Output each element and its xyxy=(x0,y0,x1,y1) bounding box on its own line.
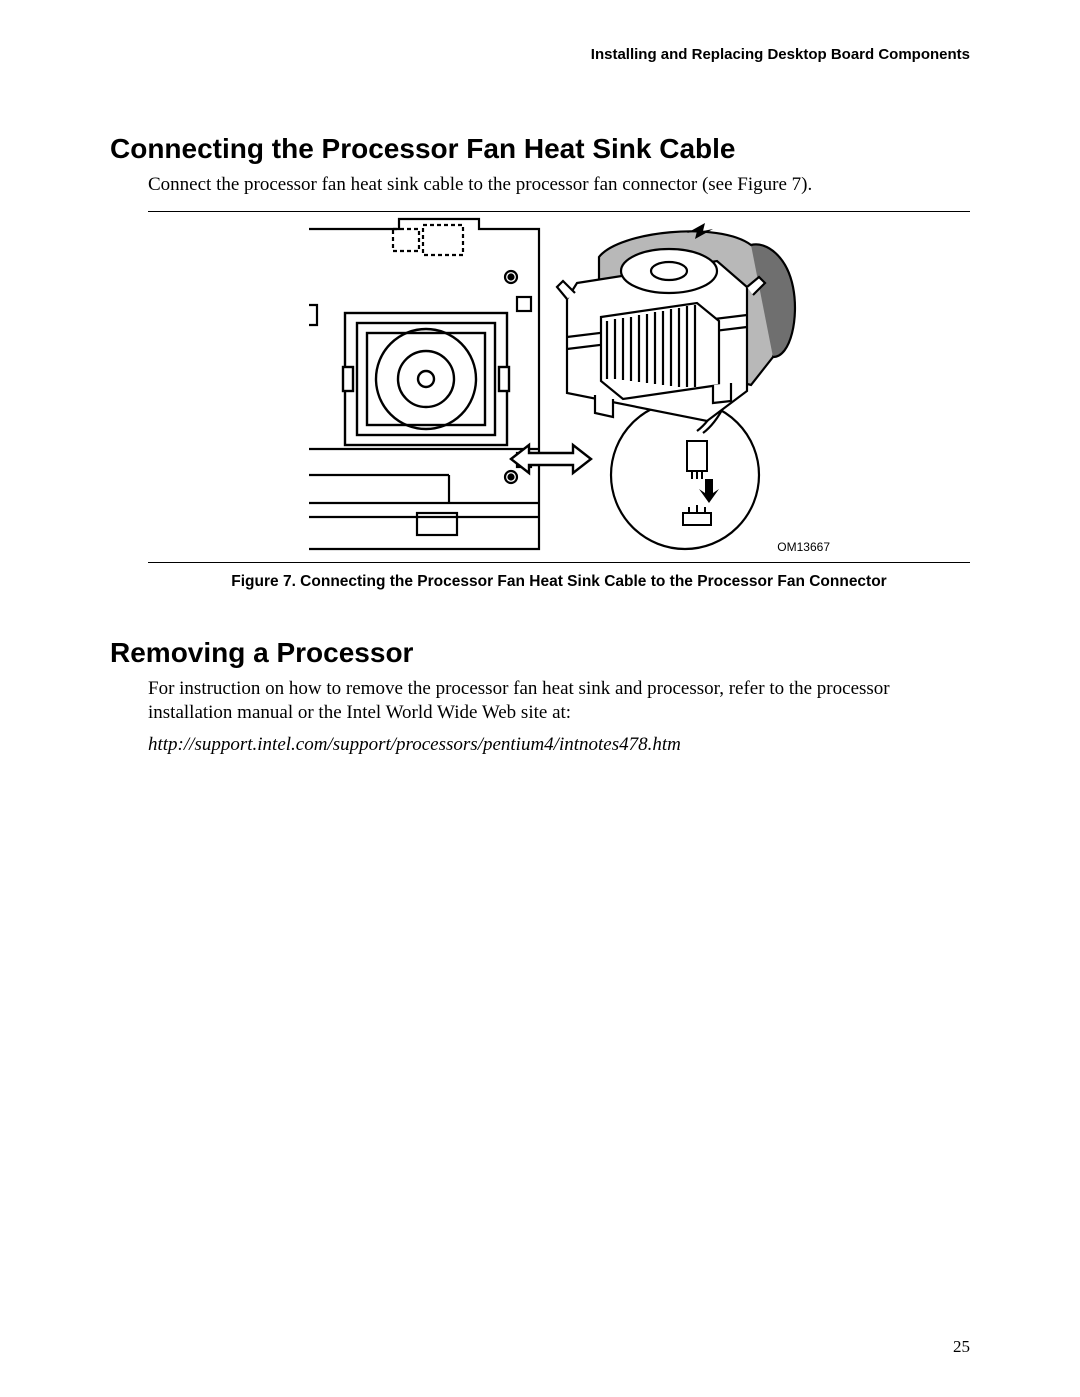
figure-bottom-rule xyxy=(148,562,970,563)
figure-illustration: OM13667 xyxy=(148,212,970,562)
section-body-connecting: Connect the processor fan heat sink cabl… xyxy=(148,173,970,197)
figure-code: OM13667 xyxy=(777,540,830,554)
section-heading-connecting: Connecting the Processor Fan Heat Sink C… xyxy=(110,133,970,165)
section-heading-removing: Removing a Processor xyxy=(110,637,970,669)
heatsink-diagram-icon xyxy=(299,217,819,557)
running-header: Installing and Replacing Desktop Board C… xyxy=(110,46,970,63)
section-body-removing: For instruction on how to remove the pro… xyxy=(148,677,970,725)
figure-block: OM13667 Figure 7. Connecting the Process… xyxy=(148,211,970,591)
page-number: 25 xyxy=(953,1337,970,1357)
figure-caption: Figure 7. Connecting the Processor Fan H… xyxy=(148,573,970,591)
section-connecting: Connecting the Processor Fan Heat Sink C… xyxy=(110,133,970,591)
section-removing: Removing a Processor For instruction on … xyxy=(110,637,970,757)
reference-url: http://support.intel.com/support/process… xyxy=(148,734,970,756)
